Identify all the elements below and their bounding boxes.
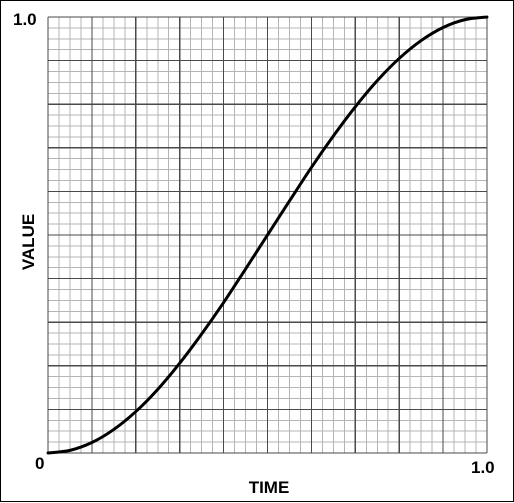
series-layer: [46, 15, 489, 455]
y-axis-label: VALUE: [19, 214, 38, 270]
series-line-0: [46, 15, 489, 455]
y-tick-label-max: 1.0: [13, 10, 37, 29]
grid: [47, 16, 488, 454]
x-tick-label-max: 1.0: [471, 458, 495, 477]
x-axis-label: TIME: [249, 478, 290, 497]
origin-tick-label: 0: [35, 454, 44, 473]
